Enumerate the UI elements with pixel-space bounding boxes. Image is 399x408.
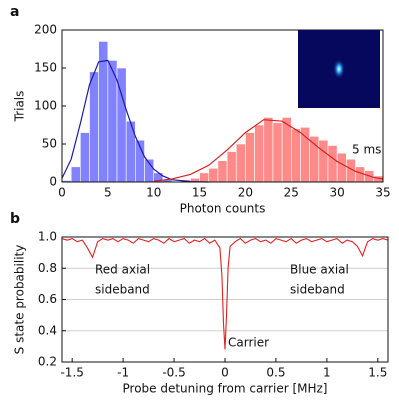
inset-spot bbox=[333, 59, 345, 79]
y-tick-label: 0 bbox=[49, 175, 57, 189]
y-tick-label: 150 bbox=[34, 61, 57, 75]
plot-frame bbox=[61, 236, 389, 363]
x-tick-label: -0.5 bbox=[162, 366, 185, 380]
bar bbox=[318, 139, 329, 183]
bar bbox=[235, 143, 246, 183]
bar bbox=[254, 124, 265, 183]
bar bbox=[217, 160, 228, 183]
bar bbox=[263, 117, 274, 183]
bar bbox=[245, 132, 255, 183]
x-tick-label: -1.5 bbox=[60, 366, 83, 380]
y-axis-label: Trials bbox=[13, 91, 27, 123]
bar bbox=[70, 166, 81, 183]
y-tick-label: 0.2 bbox=[38, 355, 57, 369]
bar bbox=[199, 172, 210, 183]
x-tick-label: 0.5 bbox=[266, 366, 285, 380]
bar bbox=[300, 126, 310, 183]
bar bbox=[98, 41, 109, 183]
bar bbox=[336, 152, 347, 183]
x-tick-label: 0 bbox=[58, 186, 66, 200]
x-tick-label: 10 bbox=[146, 186, 161, 200]
x-tick-label: 1.5 bbox=[368, 366, 387, 380]
x-tick-label: -1 bbox=[117, 366, 129, 380]
annotation: Red axial bbox=[95, 263, 150, 277]
x-axis-label: Probe detuning from carrier [MHz] bbox=[123, 382, 328, 396]
bar bbox=[80, 132, 90, 183]
bar bbox=[107, 60, 118, 183]
bar bbox=[281, 117, 292, 183]
y-tick-label: 100 bbox=[34, 99, 57, 113]
annotation: sideband bbox=[95, 283, 150, 297]
y-tick-label: 0.6 bbox=[38, 292, 57, 306]
x-tick-label: 20 bbox=[238, 186, 253, 200]
panel-label: a bbox=[10, 4, 19, 20]
inset-image bbox=[298, 30, 380, 108]
bar bbox=[125, 120, 136, 183]
x-tick-label: 25 bbox=[284, 186, 299, 200]
bar bbox=[208, 168, 219, 183]
x-axis-label: Photon counts bbox=[180, 202, 266, 216]
panel-label: b bbox=[10, 211, 20, 227]
bar bbox=[89, 71, 99, 183]
annotation: Carrier bbox=[228, 336, 269, 350]
x-tick-label: 1 bbox=[323, 366, 331, 380]
x-tick-label: 15 bbox=[192, 186, 207, 200]
annotation: Blue axial bbox=[290, 263, 349, 277]
x-tick-label: 30 bbox=[330, 186, 345, 200]
y-tick-label: 200 bbox=[34, 23, 57, 37]
x-tick-label: 0 bbox=[221, 366, 229, 380]
y-tick-label: 50 bbox=[42, 137, 57, 151]
y-tick-label: 1.0 bbox=[38, 230, 57, 244]
bar bbox=[290, 128, 301, 183]
data-line bbox=[61, 237, 389, 350]
bar bbox=[272, 122, 283, 183]
fit-curve bbox=[153, 119, 384, 182]
plot-frame bbox=[61, 29, 384, 183]
fit-curve bbox=[61, 59, 209, 183]
bar bbox=[327, 145, 338, 183]
y-tick-label: 0.4 bbox=[38, 323, 57, 337]
bar bbox=[226, 151, 237, 183]
x-tick-label: 5 bbox=[104, 186, 112, 200]
y-axis-label: S state probability bbox=[13, 245, 27, 355]
x-tick-label: 35 bbox=[375, 186, 390, 200]
annotation: 5 ms bbox=[352, 143, 381, 157]
annotation: sideband bbox=[290, 283, 345, 297]
y-tick-label: 0.8 bbox=[38, 261, 57, 275]
